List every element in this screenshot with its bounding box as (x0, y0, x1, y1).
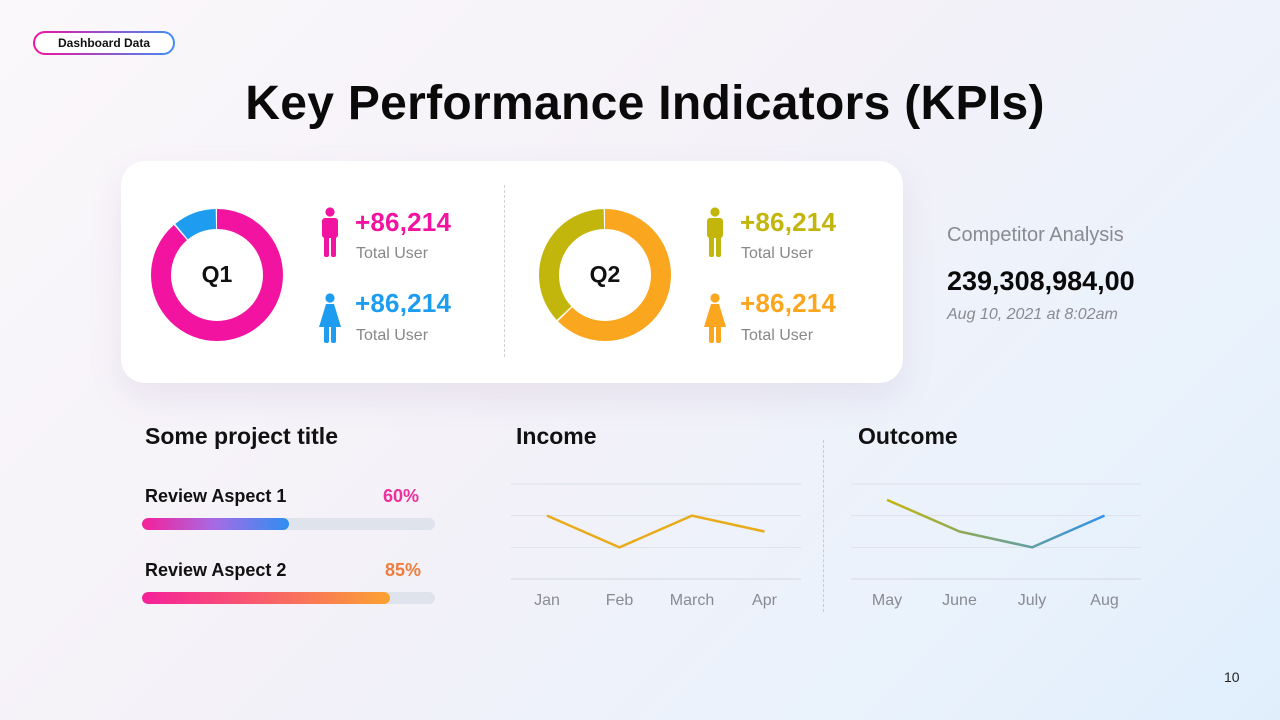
outcome-chart-title: Outcome (858, 423, 958, 449)
q1-stat-value-1: +86,214 (355, 207, 452, 237)
q2-stat-value-2: +86,214 (740, 288, 837, 318)
dashboard-data-tag: Dashboard Data (33, 31, 175, 55)
income-line-chart: Jan Feb March Apr (511, 483, 801, 609)
income-x-tick-label: Apr (752, 592, 778, 609)
q2-male-person-icon (707, 207, 723, 257)
q2-female-person-icon (704, 293, 726, 343)
q2-stat-label-2: Total User (741, 327, 814, 344)
q2-donut-label: Q2 (589, 261, 621, 287)
q1-donut-label: Q1 (201, 261, 233, 287)
q1-stat-label-1: Total User (356, 245, 429, 262)
outcome-x-tick-label: July (1018, 592, 1046, 609)
outcome-x-tick-label: May (872, 592, 902, 609)
q1-stat-label-2: Total User (356, 327, 429, 344)
page-number: 10 (1224, 669, 1240, 685)
kpi-card: Q1 +86,214 Total User +86,214 Total User… (121, 161, 903, 383)
competitor-analysis-value: 239,308,984,00 (947, 266, 1135, 296)
review-aspect-2-percent: 85% (385, 560, 422, 580)
review-aspect-2-progress-fill (142, 592, 390, 604)
q1-donut-chart (151, 209, 283, 341)
outcome-x-tick-label: June (942, 592, 977, 609)
review-aspect-2-label: Review Aspect 2 (145, 560, 287, 580)
review-aspect-1-progress-fill (142, 518, 289, 530)
q2-stat-label-1: Total User (741, 245, 814, 262)
income-x-tick-label: Jan (534, 592, 560, 609)
competitor-analysis-title: Competitor Analysis (947, 224, 1124, 246)
outcome-series-line (886, 498, 1106, 549)
project-title: Some project title (145, 423, 338, 449)
outcome-x-tick-label: Aug (1090, 592, 1118, 609)
q2-donut-segment-1 (539, 209, 671, 341)
competitor-analysis-date: Aug 10, 2021 at 8:02am (947, 306, 1118, 323)
q2-stat-value-1: +86,214 (740, 207, 837, 237)
outcome-line-chart: May June July Aug (851, 483, 1141, 609)
q1-donut-segment-1 (151, 209, 283, 341)
page-title: Key Performance Indicators (KPIs) (245, 77, 1045, 130)
dashboard-data-tag-label: Dashboard Data (35, 33, 173, 53)
q2-donut-segment-2 (539, 209, 671, 341)
review-aspect-1-label: Review Aspect 1 (145, 486, 287, 506)
review-aspect-1-progress-track (142, 518, 435, 530)
charts-divider (823, 440, 824, 612)
income-series-line (546, 514, 765, 549)
q1-female-person-icon (319, 293, 341, 343)
kpi-card-divider (504, 185, 505, 357)
income-x-tick-label: Feb (606, 592, 634, 609)
income-x-tick-label: March (670, 592, 714, 609)
q1-stat-value-2: +86,214 (355, 288, 452, 318)
income-chart-title: Income (516, 423, 597, 449)
review-aspect-1-percent: 60% (383, 486, 420, 506)
q1-male-person-icon (322, 207, 338, 257)
review-aspect-2-progress-track (142, 592, 435, 604)
q2-donut-chart (539, 209, 671, 341)
